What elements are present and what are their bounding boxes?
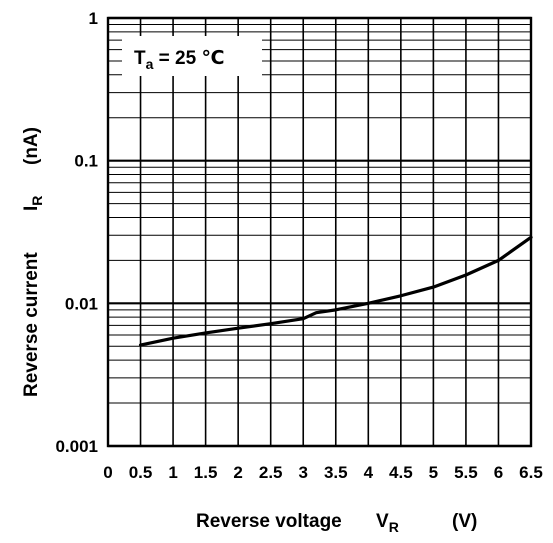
x-tick-label: 2 <box>233 463 242 482</box>
x-tick-label: 5.5 <box>454 463 478 482</box>
grid <box>106 16 533 448</box>
x-axis-title: Reverse voltage VR (V) <box>196 511 477 535</box>
x-tick-label: 2.5 <box>259 463 283 482</box>
annotation-subscript: a <box>146 56 154 72</box>
y-axis-unit: (nA) <box>21 127 42 165</box>
x-tick-label: 3 <box>298 463 307 482</box>
plot-frame <box>106 16 533 448</box>
x-tick-label: 3.5 <box>324 463 348 482</box>
axis-titles: Reverse voltage VR (V)Reverse currentIR(nA… <box>21 127 477 535</box>
tick-labels: 0 0.5 1 1.5 2 2.5 3 3.5 4 4.5 5 5.5 6 6.5 0.001 0.01 0.1… <box>55 9 542 482</box>
y-axis-title-text: Reverse current <box>21 252 42 397</box>
y-axis-symbol: I <box>21 206 42 211</box>
x-tick-label: 4.5 <box>389 463 413 482</box>
y-tick-label: 0.1 <box>74 152 98 171</box>
y-tick-label: 0.01 <box>65 294 98 313</box>
x-tick-label: 1 <box>168 463 177 482</box>
x-tick-label: 6 <box>494 463 503 482</box>
x-tick-label: 6.5 <box>519 463 543 482</box>
x-tick-label: 0.5 <box>129 463 153 482</box>
y-axis-title: Reverse current IR (nA) <box>21 127 45 397</box>
y-tick-label: 0.001 <box>55 437 98 456</box>
annotation-text: Ta = 25 ℃ <box>134 48 224 72</box>
x-tick-label: 0 <box>103 463 112 482</box>
series-line-0 <box>138 235 533 347</box>
series-layer <box>138 235 533 347</box>
x-axis-unit: (V) <box>452 511 477 532</box>
annotation-value: = 25 ℃ <box>153 48 224 69</box>
x-tick-label: 4 <box>364 463 374 482</box>
annotation: Ta = 25 ℃ <box>122 36 262 76</box>
annotation-symbol: T <box>134 48 146 69</box>
x-tick-label: 5 <box>429 463 438 482</box>
annotation-box <box>122 36 262 76</box>
x-axis-symbol: V <box>376 511 389 532</box>
y-axis-subscript: R <box>29 196 45 206</box>
x-axis-subscript: R <box>389 519 399 535</box>
x-axis-title-text: Reverse voltage <box>196 511 342 532</box>
y-tick-label: 1 <box>89 9 98 28</box>
x-tick-label: 1.5 <box>194 463 218 482</box>
